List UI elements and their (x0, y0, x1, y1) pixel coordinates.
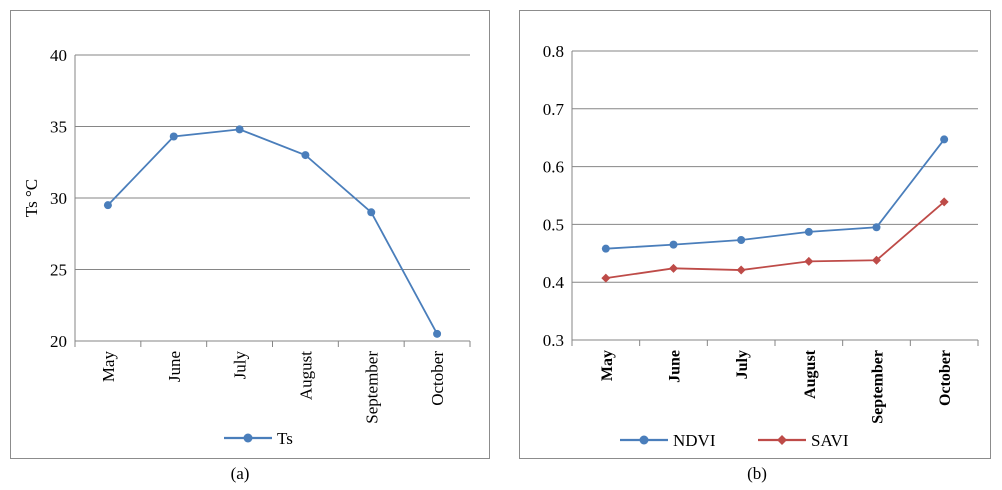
data-point (601, 273, 611, 283)
caption-b: (b) (747, 464, 767, 483)
x-tick-label: October (428, 351, 447, 406)
y-tick-label: 0.7 (543, 100, 565, 119)
x-tick-label: August (802, 349, 819, 399)
data-point (737, 236, 746, 245)
data-point (939, 197, 949, 207)
legend-marker (639, 435, 649, 445)
chart-frame (10, 10, 490, 459)
y-tick-label: 30 (50, 189, 67, 208)
data-point (804, 227, 813, 236)
data-point (940, 135, 949, 144)
y-tick-label: 0.8 (543, 42, 564, 61)
x-tick-label: September (362, 351, 381, 424)
data-point (367, 208, 376, 217)
y-tick-label: 0.6 (543, 158, 564, 177)
x-tick-label: June (165, 351, 184, 382)
x-tick-label: October (937, 350, 954, 406)
x-tick-label: May (99, 351, 118, 383)
y-tick-label: 0.4 (543, 273, 565, 292)
data-point (669, 240, 678, 249)
legend-label: SAVI (811, 431, 849, 450)
data-point (301, 151, 310, 160)
y-axis-title: Ts °C (22, 179, 41, 217)
x-tick-label: May (599, 350, 616, 381)
caption-a: (a) (230, 464, 250, 483)
data-point (103, 201, 112, 210)
y-tick-label: 35 (50, 118, 67, 137)
x-tick-label: June (667, 350, 684, 383)
chart-b: 0.3 0.4 0.5 0.6 0.7 0.8 May June July August Septe… (519, 10, 991, 459)
y-tick-label: 20 (50, 332, 67, 351)
y-tick-label: 0.3 (543, 331, 564, 350)
series-line-ndvi (605, 138, 945, 250)
legend-label: NDVI (673, 431, 716, 450)
y-tick-label: 25 (50, 261, 67, 280)
legend-marker (777, 435, 787, 445)
data-point (736, 265, 746, 275)
x-tick-label: September (870, 350, 887, 424)
data-point (804, 256, 814, 266)
x-tick-label: July (231, 351, 250, 380)
data-point (169, 132, 178, 141)
chart-a: 20 25 30 35 40 May June July August September Octo… (10, 10, 490, 459)
legend-marker (243, 433, 253, 443)
data-point (669, 263, 678, 273)
data-point (872, 255, 881, 265)
data-point (601, 244, 610, 253)
data-point (433, 329, 442, 338)
legend-label: Ts (277, 429, 293, 448)
series-line-ts (107, 128, 438, 335)
chart-frame (519, 10, 991, 459)
data-point (872, 223, 881, 232)
data-point (235, 125, 244, 134)
series-line-savi (605, 201, 945, 280)
y-tick-label: 0.5 (543, 215, 564, 234)
y-tick-label: 40 (50, 46, 67, 65)
x-tick-label: August (296, 351, 315, 400)
x-tick-label: July (734, 350, 751, 379)
